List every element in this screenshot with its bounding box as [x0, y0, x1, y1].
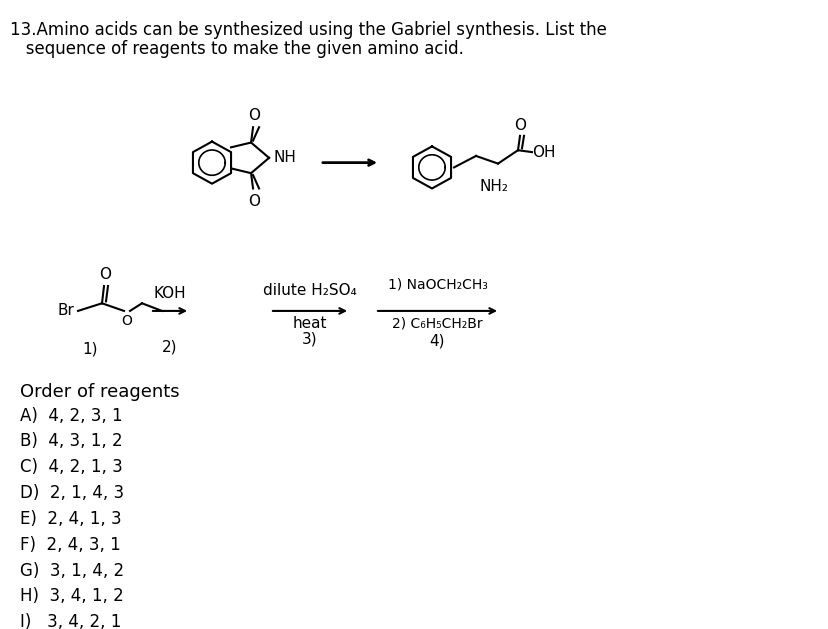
Text: D)  2, 1, 4, 3: D) 2, 1, 4, 3: [20, 484, 124, 502]
Text: 3): 3): [302, 332, 317, 347]
Text: C)  4, 2, 1, 3: C) 4, 2, 1, 3: [20, 459, 123, 476]
Text: O: O: [99, 267, 111, 282]
Text: 13.Amino acids can be synthesized using the Gabriel synthesis. List the: 13.Amino acids can be synthesized using …: [10, 21, 606, 39]
Text: Br: Br: [58, 303, 75, 318]
Text: OH: OH: [532, 145, 555, 160]
Text: Order of reagents: Order of reagents: [20, 382, 180, 401]
Text: H)  3, 4, 1, 2: H) 3, 4, 1, 2: [20, 587, 123, 605]
Text: G)  3, 1, 4, 2: G) 3, 1, 4, 2: [20, 562, 124, 579]
Text: I)   3, 4, 2, 1: I) 3, 4, 2, 1: [20, 613, 121, 629]
Text: 1) NaOCH₂CH₃: 1) NaOCH₂CH₃: [388, 278, 487, 292]
Text: 4): 4): [429, 334, 445, 349]
Text: O: O: [248, 108, 260, 123]
Text: heat: heat: [292, 316, 327, 331]
Text: O: O: [248, 194, 260, 209]
Text: 2): 2): [162, 340, 177, 355]
Text: sequence of reagents to make the given amino acid.: sequence of reagents to make the given a…: [10, 40, 464, 58]
Text: E)  2, 4, 1, 3: E) 2, 4, 1, 3: [20, 510, 122, 528]
Text: 1): 1): [82, 342, 98, 357]
Text: KOH: KOH: [153, 286, 186, 301]
Text: dilute H₂SO₄: dilute H₂SO₄: [262, 282, 356, 298]
Text: NH: NH: [272, 150, 296, 165]
Text: B)  4, 3, 1, 2: B) 4, 3, 1, 2: [20, 432, 123, 450]
Text: A)  4, 2, 3, 1: A) 4, 2, 3, 1: [20, 406, 123, 425]
Text: O: O: [513, 118, 525, 133]
Text: O: O: [122, 314, 132, 328]
Text: 2) C₆H₅CH₂Br: 2) C₆H₅CH₂Br: [392, 316, 482, 331]
Text: NH₂: NH₂: [479, 179, 508, 194]
Text: F)  2, 4, 3, 1: F) 2, 4, 3, 1: [20, 536, 121, 554]
